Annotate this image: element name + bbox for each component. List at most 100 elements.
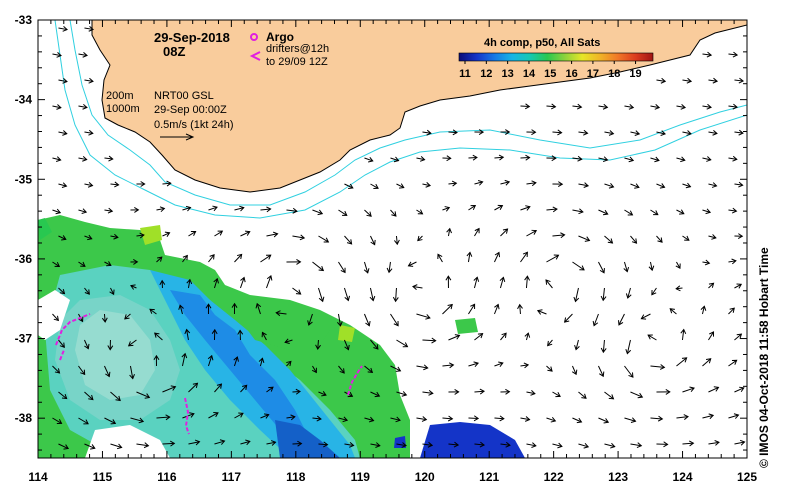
current-arrow xyxy=(104,417,116,424)
current-arrow xyxy=(630,391,643,398)
current-arrow xyxy=(416,417,427,421)
current-arrow xyxy=(500,181,510,185)
current-arrow xyxy=(624,157,634,161)
current-arrow xyxy=(442,304,453,315)
current-arrow-head xyxy=(683,414,689,420)
colorbar-title: 4h comp, p50, All Sats xyxy=(484,37,600,49)
x-tick-label: 114 xyxy=(28,470,48,484)
current-arrow xyxy=(650,105,660,109)
current-arrow-head xyxy=(531,129,537,136)
current-arrow-head xyxy=(583,182,590,188)
current-arrow-head xyxy=(316,415,322,422)
current-arrow xyxy=(344,183,354,189)
current-arrow-head xyxy=(139,232,145,239)
current-arrow-head xyxy=(178,304,184,310)
current-arrow xyxy=(656,235,663,243)
current-arrow-head xyxy=(675,285,681,292)
current-arrow xyxy=(390,313,399,326)
current-arrow xyxy=(598,105,608,108)
current-arrow-head xyxy=(686,77,693,84)
current-arrow xyxy=(572,105,582,108)
current-arrow xyxy=(308,313,313,326)
current-arrow-head xyxy=(297,440,303,447)
current-arrow xyxy=(162,442,175,445)
current-arrow xyxy=(546,417,556,422)
current-arrow xyxy=(676,416,689,419)
current-arrow xyxy=(84,443,95,449)
current-arrow xyxy=(416,157,425,161)
current-arrow xyxy=(728,105,738,108)
current-arrow xyxy=(337,313,342,326)
current-arrow-head xyxy=(54,368,61,374)
current-arrow xyxy=(292,442,302,445)
current-arrow-head xyxy=(114,181,120,188)
current-arrow xyxy=(104,261,112,266)
current-arrow-head xyxy=(737,233,744,240)
current-arrow xyxy=(84,339,89,349)
current-arrow-head xyxy=(78,316,84,323)
current-arrow-head xyxy=(129,374,135,380)
current-arrow-head xyxy=(53,315,60,322)
current-arrow xyxy=(526,391,535,395)
current-arrow-head xyxy=(166,180,172,187)
current-arrow-head xyxy=(680,156,686,163)
current-arrow-head xyxy=(708,282,715,288)
current-arrow xyxy=(84,183,93,187)
current-arrow-head xyxy=(275,310,281,317)
current-arrow-head xyxy=(238,412,244,418)
current-arrow-head xyxy=(654,156,660,163)
current-arrow xyxy=(598,417,609,423)
current-arrow-head xyxy=(522,251,528,258)
current-arrow xyxy=(494,205,503,211)
current-arrow-head xyxy=(266,254,272,260)
current-arrow-head xyxy=(374,391,381,398)
current-arrow-head xyxy=(55,208,62,215)
current-arrow xyxy=(702,358,712,367)
current-arrow-head xyxy=(738,77,745,84)
current-arrow-head xyxy=(525,154,531,161)
current-arrow xyxy=(338,417,348,421)
current-arrow-head xyxy=(599,371,605,378)
current-arrow-head xyxy=(602,156,609,163)
current-arrow-head xyxy=(82,51,88,58)
current-arrow-head xyxy=(660,130,666,136)
current-arrow xyxy=(468,362,479,367)
current-arrow-head xyxy=(602,103,609,110)
current-arrow-head xyxy=(138,417,145,424)
current-arrow xyxy=(552,443,563,447)
current-arrow-head xyxy=(116,443,123,450)
current-arrow-head xyxy=(706,103,712,110)
current-arrow-head xyxy=(478,129,485,136)
current-arrow-head xyxy=(212,205,218,212)
current-arrow-head xyxy=(375,442,381,448)
current-arrow xyxy=(574,287,579,302)
current-arrow xyxy=(370,339,379,350)
current-arrow xyxy=(604,443,615,448)
current-arrow xyxy=(650,209,659,216)
x-tick-label: 124 xyxy=(673,470,693,484)
current-arrow xyxy=(578,183,589,187)
current-arrow xyxy=(370,443,380,447)
current-arrow-head xyxy=(680,104,687,110)
current-arrow xyxy=(500,228,508,237)
current-arrow xyxy=(182,207,191,211)
drifter-track xyxy=(184,397,190,435)
current-arrow xyxy=(78,209,87,213)
x-tick-label: 120 xyxy=(415,470,435,484)
current-arrow-head xyxy=(127,341,134,347)
current-arrow xyxy=(266,233,278,237)
current-arrow-head xyxy=(189,412,195,418)
current-arrow xyxy=(286,209,297,212)
current-arrow-head xyxy=(427,441,434,448)
current-arrow-head xyxy=(286,360,292,367)
current-arrow-head xyxy=(107,207,114,214)
current-arrow-head xyxy=(62,78,68,84)
current-arrow-head xyxy=(705,358,712,364)
current-arrow-head xyxy=(209,254,215,260)
current-arrow xyxy=(624,105,634,109)
current-arrow-head xyxy=(470,303,476,309)
current-arrow xyxy=(344,443,354,446)
current-arrow-head xyxy=(219,439,226,445)
current-arrow xyxy=(240,440,250,445)
current-arrow xyxy=(682,79,692,82)
